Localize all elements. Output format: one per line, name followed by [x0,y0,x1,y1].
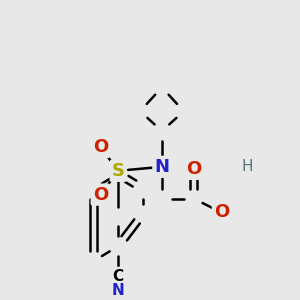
Text: C: C [113,268,124,284]
Text: N: N [112,284,124,298]
Text: H: H [242,159,253,174]
Text: O: O [93,186,108,204]
Text: O: O [93,138,108,156]
Text: N: N [154,158,169,176]
Text: S: S [112,162,125,180]
Text: H: H [241,159,254,174]
Text: O: O [214,203,229,221]
Text: O: O [186,160,201,178]
